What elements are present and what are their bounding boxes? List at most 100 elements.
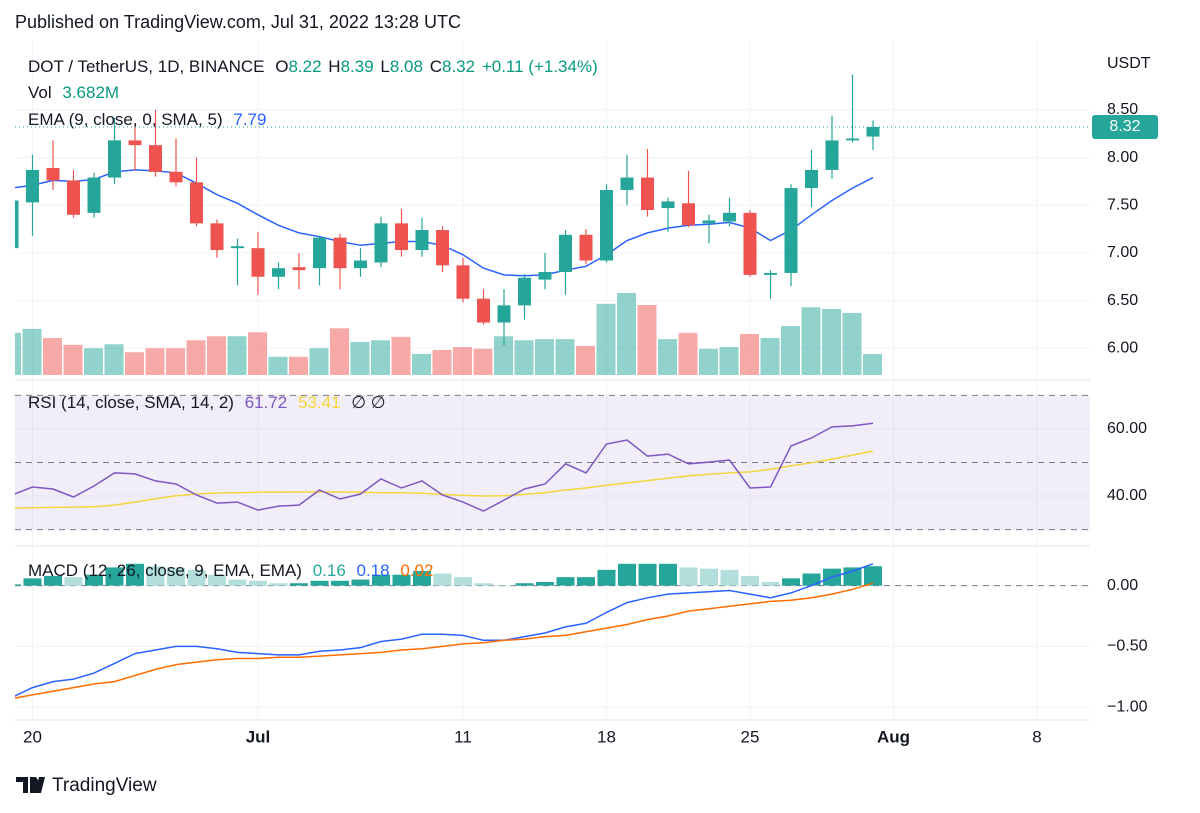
macd-hist-bar (351, 579, 370, 586)
macd-hist-bar (372, 574, 390, 586)
candle-body (579, 234, 593, 261)
candle-body (743, 212, 757, 275)
x-tick-label: 8 (1032, 727, 1041, 746)
macd-line (15, 582, 874, 699)
rsi-sma-value: 53.41 (298, 393, 341, 412)
volume-bar (842, 312, 862, 375)
candle-body (67, 180, 80, 215)
macd-hist-bar (802, 573, 821, 586)
macd-hist-bar (249, 580, 267, 586)
macd-hist-bar (720, 569, 739, 586)
rsi-line (15, 422, 874, 512)
close-value: 8.32 (442, 57, 475, 76)
macd-hist-bar (864, 566, 882, 586)
ema-name: EMA (9, close, 0, SMA, 5) (28, 110, 223, 129)
x-tick-label: 20 (23, 727, 42, 746)
volume-bar (617, 293, 636, 375)
last-price-label: 8.32 (1109, 118, 1140, 135)
close-label: C (430, 57, 442, 76)
candle-body (825, 140, 839, 170)
open-label: O (275, 57, 288, 76)
candle-body (620, 177, 634, 190)
volume-bar (15, 332, 21, 375)
macd-hist-bar (15, 584, 21, 586)
y-axis-label: USDT (1107, 55, 1151, 72)
macd-hist-bar (761, 582, 780, 586)
volume-bar (596, 303, 616, 375)
macd-value: 0.18 (357, 561, 390, 580)
volume-bar (268, 356, 288, 375)
macd-hist-bar (208, 574, 226, 586)
brand-name: TradingView (52, 775, 157, 796)
candle-body (169, 171, 183, 183)
macd-hist-bar (433, 573, 452, 586)
y-tick-label: 7.50 (1107, 196, 1138, 213)
candle-body (251, 248, 265, 277)
volume-bar (371, 340, 390, 375)
macd-hist-bar (597, 569, 616, 586)
macd-hist-bar (187, 569, 206, 586)
main-legend: DOT / TetherUS, 1D, BINANCE O8.22 H8.39 … (28, 57, 598, 76)
volume-bar (473, 348, 493, 375)
candle-body (87, 177, 101, 213)
volume-bar (801, 307, 821, 375)
published-note: Published on TradingView.com, Jul 31, 20… (15, 12, 461, 32)
macd-hist-bar (64, 577, 83, 586)
volume-legend: Vol 3.682M (28, 83, 119, 102)
volume-bar (391, 336, 411, 375)
candle-body (456, 265, 470, 299)
change-value: +0.11 (+1.34%) (482, 57, 598, 76)
candle-body (15, 200, 19, 249)
x-tick-label: 18 (597, 727, 616, 746)
volume-bar (84, 348, 103, 375)
volume-bar (412, 353, 431, 375)
macd-hist-bar (290, 583, 308, 586)
candle-body (231, 246, 244, 249)
y-tick-label: 8.00 (1107, 149, 1138, 166)
macd-hist-bar (782, 578, 800, 586)
y-tick-label: 60.00 (1107, 420, 1147, 437)
macd-hist-value: 0.16 (313, 561, 346, 580)
y-tick-label: 8.50 (1107, 101, 1138, 118)
macd-hist-bar (105, 567, 124, 586)
volume-bar (125, 352, 144, 375)
volume-bar (658, 339, 677, 375)
volume-bar (637, 304, 657, 375)
macd-hist-bar (515, 583, 534, 586)
last-price-tag (1092, 115, 1158, 140)
volume-bar (719, 347, 739, 375)
plot-area (15, 40, 1090, 720)
volume-bar (760, 337, 780, 375)
rsi-title: RSI (14, close, SMA, 14, 2) (28, 393, 234, 412)
candle-body (210, 223, 224, 251)
candle-body (641, 177, 654, 210)
volume-bar (22, 328, 42, 375)
macd-hist-bar (495, 585, 513, 587)
candle-body (436, 230, 449, 266)
rsi-value: 61.72 (245, 393, 288, 412)
volume-bar (330, 328, 349, 375)
macd-hist-bar (843, 567, 862, 586)
volume-bar (104, 344, 124, 375)
macd-hist-bar (23, 578, 42, 586)
rsi-extra: ∅ ∅ (351, 393, 385, 412)
macd-hist-bar (454, 577, 472, 586)
candle-body (518, 277, 531, 306)
candle-body (538, 271, 552, 280)
candle-body (497, 305, 511, 323)
macd-hist-bar (659, 563, 677, 586)
x-tick-label: Jul (246, 727, 271, 746)
macd-hist-bar (167, 567, 185, 586)
x-tick-label: Aug (877, 727, 910, 746)
candle-body (395, 223, 408, 251)
volume-bar (494, 336, 513, 375)
macd-hist-bar (413, 571, 431, 586)
candle-body (661, 201, 675, 209)
candle-body (313, 237, 326, 269)
volume-bar (781, 326, 800, 375)
volume-bar (535, 339, 554, 375)
symbol-title: DOT / TetherUS, 1D, BINANCE (28, 57, 265, 76)
candle-body (477, 298, 490, 323)
macd-hist-bar (577, 577, 595, 586)
